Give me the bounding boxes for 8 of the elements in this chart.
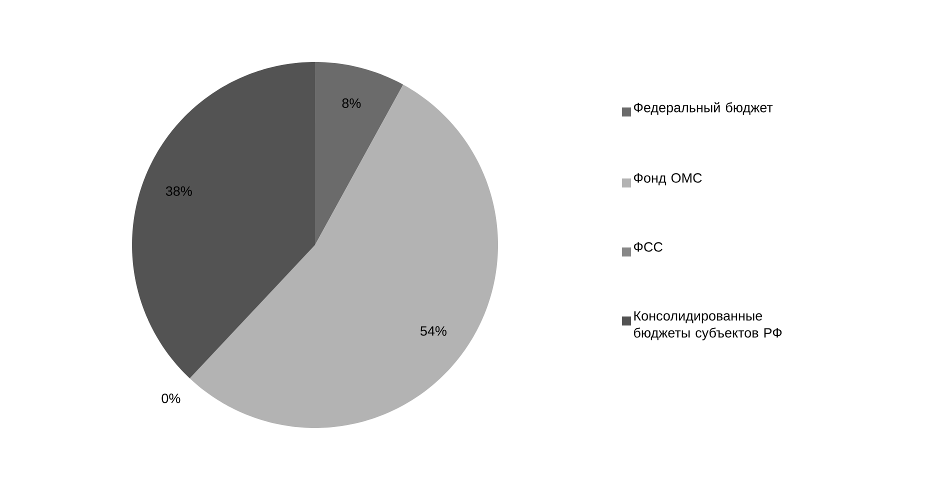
legend-label: Фонд ОМС (634, 173, 702, 186)
legend-label: ФСС (634, 242, 662, 252)
text: 0% (162, 394, 180, 404)
data-label: 8% (342, 98, 361, 108)
legend-label: Федеральный бюджет (634, 102, 773, 115)
legend-label: Консолидированные бюджеты субъектов РФ (634, 311, 782, 340)
data-label: 38% (166, 186, 192, 196)
data-label: 54% (420, 326, 446, 336)
